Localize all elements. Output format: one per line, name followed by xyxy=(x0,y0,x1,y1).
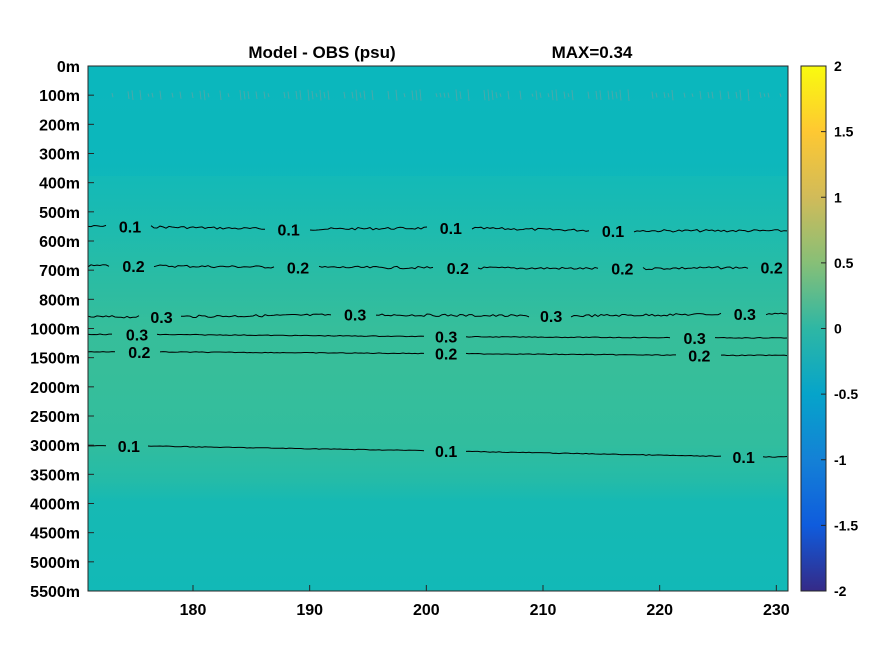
colorbar-tick-label: 2 xyxy=(834,58,842,74)
y-tick-label: 800m xyxy=(39,292,80,309)
contour-line xyxy=(87,312,788,319)
plot-area: 0.1 0.1 0.1 0.10.2 0.2 0.2 0.2 0.20.3 0.3 0.3 0.30… xyxy=(87,65,788,592)
colorbar-tick-label: 0 xyxy=(834,321,842,337)
contour-label: 0.2 xyxy=(761,260,783,277)
contour-label: 0.3 xyxy=(150,310,172,327)
colorbar-tick-label: 1 xyxy=(834,189,842,205)
upper-band-shading xyxy=(88,66,788,176)
contour-label: 0.2 xyxy=(688,348,710,365)
contour-lines xyxy=(87,224,788,458)
contour-label: 0.3 xyxy=(684,331,706,348)
y-axis-ticks: 0m 100m 200m 300m 400m 500m 600m 700m 800m 1000m 1… xyxy=(30,59,94,601)
contour-label: 0.2 xyxy=(435,347,457,364)
y-tick-label: 200m xyxy=(39,117,80,134)
y-tick-label: 300m xyxy=(39,147,80,164)
contour-label: 0.2 xyxy=(611,262,633,279)
y-tick-label: 2500m xyxy=(30,409,80,426)
x-tick-label: 190 xyxy=(296,602,323,619)
contour-line xyxy=(87,445,788,458)
contour-labels: 0.1 0.1 0.1 0.10.2 0.2 0.2 0.2 0.20.3 0.3 0.3 0.30… xyxy=(118,219,783,466)
contour-label: 0.3 xyxy=(540,309,562,326)
colorbar-tick-label: -0.5 xyxy=(834,386,858,402)
chart-title: Model - OBS (psu) xyxy=(248,43,395,62)
contour-label: 0.1 xyxy=(733,450,755,467)
contour-label: 0.1 xyxy=(440,221,462,238)
colorbar-ticks: 2 1.5 1 0.5 0 -0.5 -1 -1.5 -2 xyxy=(821,58,858,599)
x-tick-label: 230 xyxy=(763,602,790,619)
contour-label: 0.1 xyxy=(602,224,624,241)
contour-label: 0.1 xyxy=(119,219,141,236)
contour-label: 0.1 xyxy=(435,444,457,461)
x-tick-label: 210 xyxy=(530,602,557,619)
y-tick-label: 600m xyxy=(39,234,80,251)
y-tick-label: 100m xyxy=(39,88,80,105)
colorbar-tick-label: 0.5 xyxy=(834,255,854,271)
colorbar-tick-label: -2 xyxy=(834,583,847,599)
y-tick-label: 4000m xyxy=(30,497,80,514)
x-tick-label: 220 xyxy=(646,602,673,619)
y-tick-label: 700m xyxy=(39,263,80,280)
colorbar-tick-label: -1 xyxy=(834,452,847,468)
y-tick-label: 2000m xyxy=(30,380,80,397)
x-axis-ticks: 180 190 200 210 220 230 xyxy=(180,585,790,619)
contour-label: 0.3 xyxy=(734,307,756,324)
y-tick-label: 5000m xyxy=(30,555,80,572)
y-tick-label: 0m xyxy=(57,59,80,76)
colorbar-tick-label: 1.5 xyxy=(834,124,854,140)
y-tick-label: 5500m xyxy=(30,584,80,601)
y-tick-label: 1000m xyxy=(30,322,80,339)
y-tick-label: 3000m xyxy=(30,438,80,455)
contour-line xyxy=(87,351,788,357)
contour-line xyxy=(87,333,788,339)
contour-label: 0.3 xyxy=(344,308,366,325)
contour-label: 0.3 xyxy=(435,330,457,347)
contour-label: 0.2 xyxy=(287,260,309,277)
y-tick-label: 1500m xyxy=(30,351,80,368)
y-tick-label: 500m xyxy=(39,205,80,222)
max-annotation: MAX=0.34 xyxy=(552,43,633,62)
surface-noise-row xyxy=(111,89,782,102)
contour-label: 0.2 xyxy=(128,345,150,362)
surface-noise-marks xyxy=(111,89,782,102)
y-tick-label: 3500m xyxy=(30,467,80,484)
colorbar: 2 1.5 1 0.5 0 -0.5 -1 -1.5 -2 xyxy=(800,58,858,599)
colorbar-tick-label: -1.5 xyxy=(834,517,858,533)
y-tick-label: 4500m xyxy=(30,526,80,543)
x-tick-label: 200 xyxy=(413,602,440,619)
contour-label: 0.3 xyxy=(126,327,148,344)
contour-label: 0.1 xyxy=(118,439,140,456)
x-tick-label: 180 xyxy=(180,602,207,619)
contour-label: 0.2 xyxy=(122,259,144,276)
y-tick-label: 400m xyxy=(39,176,80,193)
contour-label: 0.2 xyxy=(447,261,469,278)
contour-label: 0.1 xyxy=(278,222,300,239)
contour-line xyxy=(87,224,788,233)
